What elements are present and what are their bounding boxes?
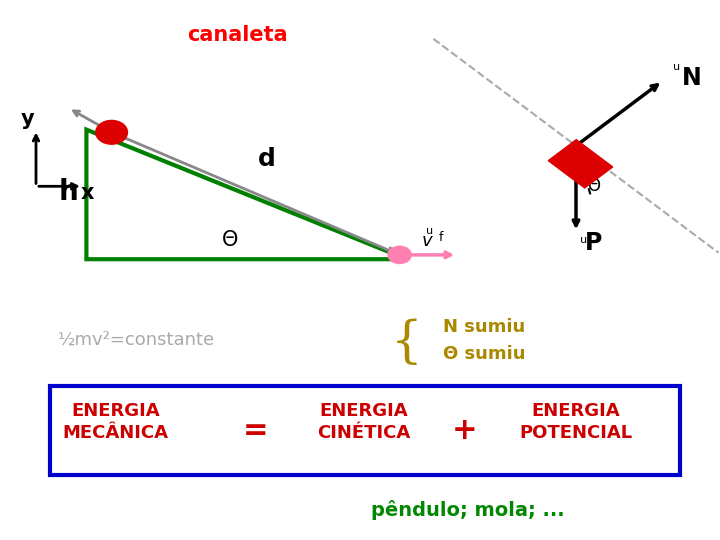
Text: x: x: [81, 183, 94, 204]
Text: ½mv²=constante: ½mv²=constante: [58, 331, 215, 349]
Text: u: u: [673, 63, 680, 72]
Text: =: =: [243, 416, 269, 446]
Text: Θ: Θ: [222, 230, 238, 251]
Text: y: y: [21, 109, 34, 129]
Text: h: h: [58, 178, 78, 206]
Text: canaleta: canaleta: [187, 25, 288, 45]
Text: +: +: [451, 416, 477, 446]
Circle shape: [96, 120, 127, 144]
Text: f: f: [439, 231, 444, 244]
Text: v: v: [422, 232, 432, 250]
FancyBboxPatch shape: [50, 386, 680, 475]
Text: ENERGIA
MECÂNICA: ENERGIA MECÂNICA: [62, 402, 168, 442]
Text: N: N: [681, 66, 701, 90]
Text: u: u: [426, 226, 433, 236]
Text: P: P: [585, 231, 603, 255]
Text: ENERGIA
POTENCIAL: ENERGIA POTENCIAL: [519, 402, 633, 442]
Bar: [549, 140, 613, 188]
Text: ENERGIA
CINÉTICA: ENERGIA CINÉTICA: [317, 402, 410, 442]
Text: N sumiu: N sumiu: [443, 318, 525, 336]
Text: u: u: [580, 235, 587, 245]
Text: {: {: [391, 318, 423, 368]
Text: pêndulo; mola; ...: pêndulo; mola; ...: [372, 500, 564, 521]
Text: Θ sumiu: Θ sumiu: [443, 345, 526, 363]
Text: d: d: [258, 147, 275, 171]
Text: Θ: Θ: [587, 177, 600, 195]
Circle shape: [388, 246, 411, 264]
